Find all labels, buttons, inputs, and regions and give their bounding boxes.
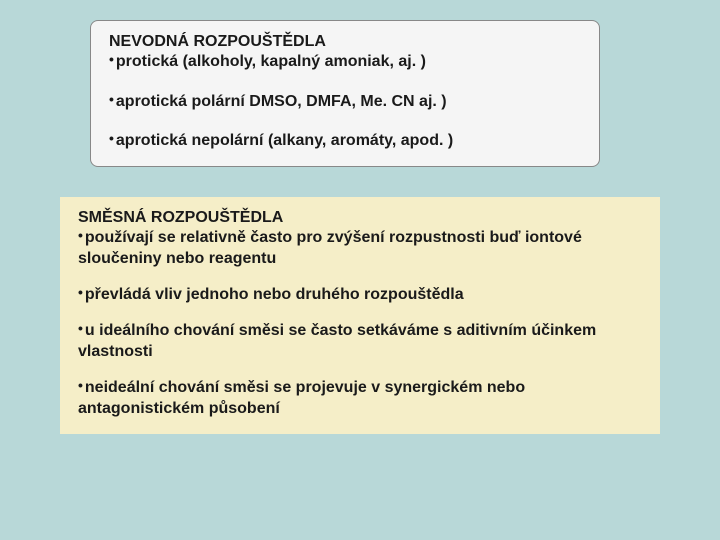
bullet-item: •neideální chování směsi se projevuje v … bbox=[78, 377, 642, 420]
bullet-text: aprotická polární DMSO, DMFA, Me. CN aj.… bbox=[116, 93, 447, 110]
bullet-text: převládá vliv jednoho nebo druhého rozpo… bbox=[85, 286, 464, 303]
heading-nevodna: NEVODNÁ ROZPOUŠTĚDLA bbox=[109, 33, 581, 51]
bullet-item: •převládá vliv jednoho nebo druhého rozp… bbox=[78, 284, 642, 306]
box-smesna: SMĚSNÁ ROZPOUŠTĚDLA •používají se relati… bbox=[60, 197, 660, 434]
bullet-text: aprotická nepolární (alkany, aromáty, ap… bbox=[116, 132, 453, 149]
bullet-dot-icon: • bbox=[78, 320, 83, 336]
bullet-text: u ideálního chování směsi se často setká… bbox=[78, 322, 596, 361]
box-nevodna: NEVODNÁ ROZPOUŠTĚDLA •protická (alkoholy… bbox=[90, 20, 600, 167]
bullet-dot-icon: • bbox=[109, 91, 114, 107]
bullet-item: •u ideálního chování směsi se často setk… bbox=[78, 320, 642, 363]
bullet-item: •aprotická nepolární (alkany, aromáty, a… bbox=[109, 130, 581, 152]
spacer bbox=[109, 112, 581, 130]
bullet-dot-icon: • bbox=[78, 284, 83, 300]
spacer bbox=[109, 73, 581, 91]
bullet-text: používají se relativně často pro zvýšení… bbox=[78, 229, 582, 268]
bullet-item: •aprotická polární DMSO, DMFA, Me. CN aj… bbox=[109, 91, 581, 113]
bullet-dot-icon: • bbox=[78, 227, 83, 243]
spacer bbox=[78, 306, 642, 320]
bullet-item: •používají se relativně často pro zvýšen… bbox=[78, 227, 642, 270]
spacer bbox=[78, 363, 642, 377]
heading-smesna: SMĚSNÁ ROZPOUŠTĚDLA bbox=[78, 209, 642, 227]
bullet-dot-icon: • bbox=[109, 130, 114, 146]
bullet-item: •protická (alkoholy, kapalný amoniak, aj… bbox=[109, 51, 581, 73]
bullet-dot-icon: • bbox=[109, 51, 114, 67]
bullet-text: neideální chování směsi se projevuje v s… bbox=[78, 379, 525, 418]
spacer bbox=[78, 270, 642, 284]
bullet-text: protická (alkoholy, kapalný amoniak, aj.… bbox=[116, 53, 426, 70]
bullet-dot-icon: • bbox=[78, 377, 83, 393]
